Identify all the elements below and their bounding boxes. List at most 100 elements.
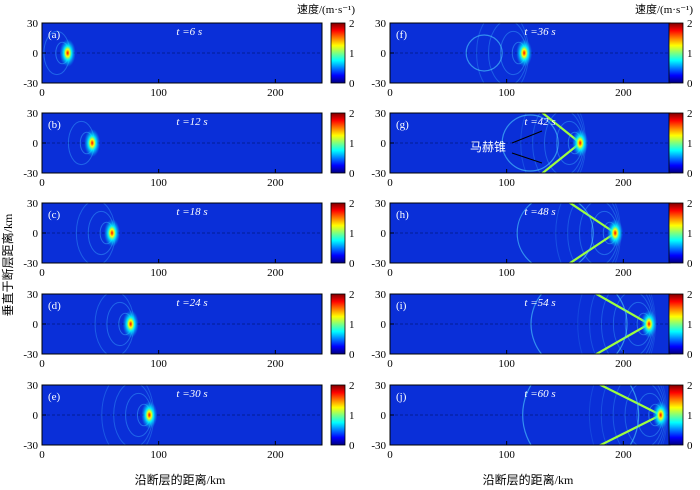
y-tick-label: -30	[371, 78, 386, 90]
colorbar: 0 1 2	[668, 108, 693, 180]
panel-label: (d)	[48, 300, 61, 312]
colorbar-tick-label: 1	[349, 410, 355, 422]
shear-wave-circle	[516, 203, 594, 263]
y-tick-label: 0	[33, 319, 39, 331]
x-tick-label: 200	[615, 177, 632, 189]
x-tick-label: 0	[39, 358, 45, 370]
time-label: t =42 s	[524, 116, 555, 128]
colorbar-gradient	[330, 293, 346, 355]
time-label: t =18 s	[176, 206, 207, 218]
x-tick-label: 200	[267, 177, 284, 189]
rupture-tip	[122, 310, 139, 338]
y-tick-label: 30	[27, 198, 39, 210]
colorbar-title: 速度/(m·s⁻¹)	[297, 2, 355, 16]
y-tick-label: -30	[23, 78, 38, 90]
colorbar-tick-label: 1	[349, 228, 355, 240]
colorbar-tick-label: 2	[349, 289, 355, 301]
x-tick-label: 100	[498, 87, 515, 99]
colorbar: 0 1 2	[330, 380, 355, 452]
rupture-tip	[141, 401, 158, 429]
y-tick-label: 0	[381, 228, 387, 240]
y-tick-label: 30	[375, 108, 387, 120]
y-tick-label: 0	[381, 410, 387, 422]
x-axis-title-left: 沿断层的距离/km	[135, 472, 226, 487]
x-tick-label: 200	[267, 87, 284, 99]
x-tick-label: 100	[498, 177, 515, 189]
colorbar-gradient	[330, 202, 346, 264]
panel-label: (b)	[48, 119, 61, 131]
colorbar-tick-label: 1	[349, 48, 355, 60]
colorbar-tick-label: 2	[687, 380, 693, 392]
y-tick-label: 30	[27, 380, 39, 392]
rupture-tip	[572, 129, 589, 157]
colorbar: 0 1 2	[330, 108, 355, 180]
time-label: t =60 s	[524, 388, 555, 400]
rupture-tip	[59, 39, 76, 67]
time-label: t =12 s	[176, 116, 207, 128]
y-tick-label: 30	[375, 380, 387, 392]
shear-wave-circle	[465, 34, 503, 72]
x-tick-label: 100	[150, 358, 167, 370]
shear-wave-circle	[530, 294, 628, 354]
mach-front	[594, 294, 650, 354]
x-tick-label: 200	[615, 267, 632, 279]
time-label: t =54 s	[524, 297, 555, 309]
colorbar-tick-label: 0	[687, 440, 693, 452]
x-tick-label: 0	[387, 267, 393, 279]
y-tick-label: 30	[375, 18, 387, 30]
y-tick-label: -30	[23, 349, 38, 361]
x-tick-label: 200	[615, 449, 632, 461]
colorbar-tick-label: 2	[687, 108, 693, 120]
colorbar-title: 速度/(m·s⁻¹)	[635, 2, 693, 16]
colorbar-tick-label: 0	[687, 349, 693, 361]
colorbar-gradient	[668, 202, 684, 264]
colorbar-tick-label: 2	[349, 18, 355, 30]
panel-label: (c)	[48, 209, 61, 221]
x-tick-label: 200	[615, 87, 632, 99]
y-tick-label: -30	[23, 258, 38, 270]
time-label: t =48 s	[524, 206, 555, 218]
colorbar: 0 1 2	[668, 380, 693, 452]
y-tick-label: 0	[381, 138, 387, 150]
rupture-tip	[652, 401, 669, 429]
mach-front	[598, 385, 662, 445]
x-tick-label: 0	[39, 87, 45, 99]
colorbar: 0 1 2	[330, 289, 355, 361]
colorbar-gradient	[330, 112, 346, 174]
x-tick-label: 100	[498, 358, 515, 370]
x-tick-label: 200	[267, 449, 284, 461]
rupture-tip	[104, 219, 120, 247]
colorbar-tick-label: 2	[349, 108, 355, 120]
colorbar-tick-label: 1	[687, 228, 693, 240]
shear-wave-circle	[522, 385, 640, 445]
colorbar-tick-label: 0	[349, 258, 355, 270]
colorbar-tick-label: 2	[687, 18, 693, 30]
colorbar-tick-label: 1	[687, 138, 693, 150]
y-tick-label: 0	[381, 48, 387, 60]
colorbar-gradient	[330, 22, 346, 84]
panel-label: (a)	[48, 29, 61, 41]
colorbar: 0 1 2	[330, 198, 355, 270]
shear-wave-circle	[501, 114, 559, 172]
x-tick-label: 100	[150, 449, 167, 461]
y-tick-label: 0	[33, 410, 39, 422]
x-tick-label: 200	[267, 267, 284, 279]
x-tick-label: 0	[39, 449, 45, 461]
colorbar-tick-label: 2	[687, 198, 693, 210]
colorbar-tick-label: 0	[349, 440, 355, 452]
x-tick-label: 100	[150, 267, 167, 279]
colorbar-tick-label: 0	[349, 78, 355, 90]
time-label: t =30 s	[176, 388, 207, 400]
x-tick-label: 100	[498, 267, 515, 279]
x-tick-label: 0	[39, 177, 45, 189]
mach-front	[568, 203, 616, 263]
y-tick-label: -30	[23, 168, 38, 180]
x-tick-label: 0	[387, 358, 393, 370]
